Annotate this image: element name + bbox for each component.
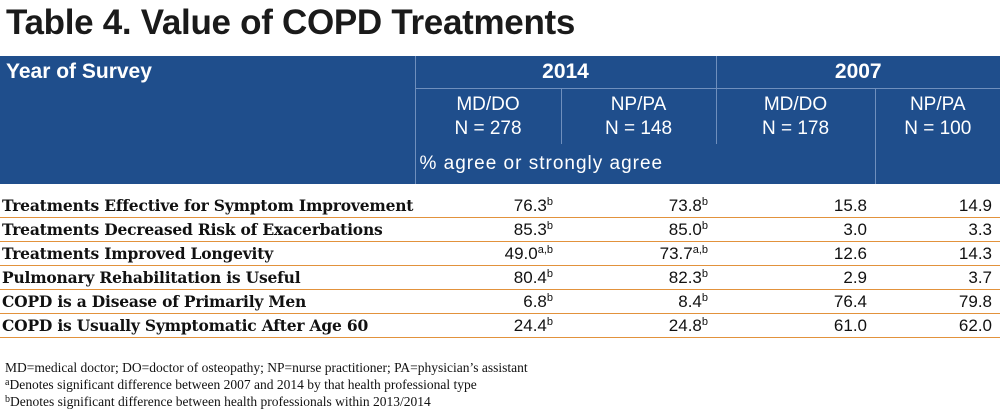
table-title: Table 4. Value of COPD Treatments [6,3,576,42]
table-row: Treatments Effective for Symptom Improve… [0,194,1000,218]
group-n: N = 148 [604,117,673,139]
cell-value: 3.7 [875,265,1000,290]
row-label: COPD is a Disease of Primarily Men [0,289,415,314]
group-header: MD/DO N = 278 [414,88,561,144]
table-row: COPD is a Disease of Primarily Men 6.8b … [0,289,1000,314]
cell-value: 14.9 [875,194,1000,218]
cell-value: 6.8b [415,289,561,314]
year-2014-header: 2014 [414,56,716,89]
group-header: NP/PA N = 148 [560,88,716,144]
table-row: Treatments Decreased Risk of Exacerbatio… [0,217,1000,242]
group-role: NP/PA [610,93,667,115]
cell-value: 2.9 [716,265,875,290]
group-header: MD/DO N = 178 [715,88,875,144]
cell-value: 62.0 [875,313,1000,338]
table-row: Treatments Improved Longevity 49.0a,b 73… [0,241,1000,266]
group-role: MD/DO [763,93,828,115]
cell-value: 76.3b [415,194,561,218]
cell-value: 3.0 [716,217,875,242]
header-blank [0,88,415,144]
year-of-survey-label: Year of Survey [0,56,415,89]
copd-treatments-table: Year of Survey 2014 2007 MD/DO N = 278 N… [0,56,1000,338]
cell-value: 49.0a,b [415,241,561,266]
cell-value: 61.0 [716,313,875,338]
cell-value: 80.4b [415,265,561,290]
cell-value: 3.3 [875,217,1000,242]
cell-value: 73.8b [561,194,716,218]
year-2007-header: 2007 [715,56,1000,89]
header-row-groups: MD/DO N = 278 NP/PA N = 148 MD/DO N = 17… [0,88,1000,144]
cell-value: 76.4 [716,289,875,314]
footnote-a: aDenotes significant difference between … [5,377,477,392]
group-n: N = 178 [761,117,830,139]
table-row: COPD is Usually Symptomatic After Age 60… [0,313,1000,338]
cell-value: 24.4b [415,313,561,338]
cell-value: 15.8 [716,194,875,218]
table-footnotes: MD=medical doctor; DO=doctor of osteopat… [5,359,995,410]
cell-value: 85.3b [415,217,561,242]
cell-value: 8.4b [561,289,716,314]
cell-value: 85.0b [561,217,716,242]
header-row-measure: % agree or strongly agree [0,144,1000,184]
row-label: Pulmonary Rehabilitation is Useful [0,265,415,290]
header-blank [0,144,415,184]
group-role: MD/DO [456,93,520,115]
group-header: NP/PA N = 100 [874,88,1000,144]
cell-value: 73.7a,b [561,241,716,266]
row-label: Treatments Improved Longevity [0,241,415,266]
table-row: Pulmonary Rehabilitation is Useful 80.4b… [0,265,1000,290]
row-label: Treatments Decreased Risk of Exacerbatio… [0,217,415,242]
footnote-b: bDenotes significant difference between … [5,394,431,409]
group-n: N = 278 [454,117,522,139]
group-role: NP/PA [909,93,966,115]
cell-value: 24.8b [561,313,716,338]
header-spacer [0,184,1000,194]
header-row-years: Year of Survey 2014 2007 [0,56,1000,89]
cell-value: 79.8 [875,289,1000,314]
group-n: N = 100 [904,117,972,139]
cell-value: 14.3 [875,241,1000,266]
cell-value: 82.3b [561,265,716,290]
header-blank [874,144,1000,184]
row-label: COPD is Usually Symptomatic After Age 60 [0,313,415,338]
cell-value: 12.6 [716,241,875,266]
measure-label: % agree or strongly agree [414,144,875,184]
abbreviation-note: MD=medical doctor; DO=doctor of osteopat… [5,360,528,375]
row-label: Treatments Effective for Symptom Improve… [0,194,415,218]
